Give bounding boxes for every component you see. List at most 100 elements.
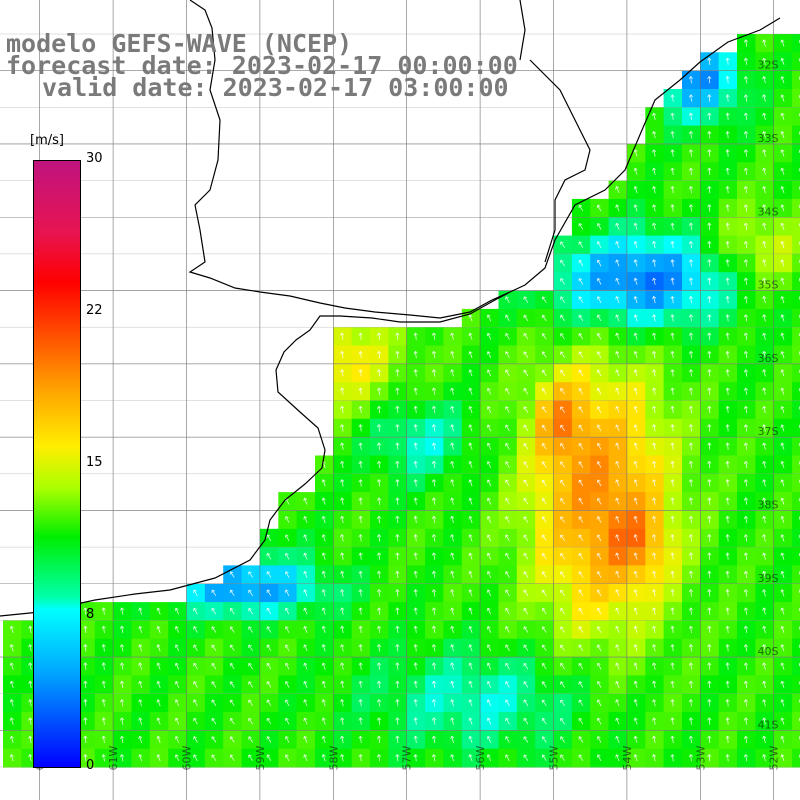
wind-arrow [266, 534, 272, 542]
wind-arrow [560, 351, 565, 358]
wind-arrow [505, 351, 510, 358]
wind-arrow [578, 424, 584, 432]
wind-arrow [101, 754, 106, 762]
wind-arrow [340, 699, 345, 707]
wind-arrow [762, 497, 767, 505]
wind-arrow [395, 589, 400, 597]
wind-cell [792, 290, 800, 310]
wind-arrow [688, 644, 693, 652]
wind-arrow [725, 644, 730, 652]
wind-arrow [780, 479, 785, 487]
wind-arrow [560, 461, 565, 468]
wind-arrow [340, 534, 345, 542]
wind-arrow [670, 222, 675, 230]
wind-arrow [560, 589, 565, 597]
wind-arrow [505, 662, 510, 670]
wind-arrow [321, 625, 326, 634]
wind-arrow [560, 498, 565, 505]
wind-arrow [578, 644, 584, 652]
wind-arrow [743, 112, 748, 120]
wind-arrow [468, 717, 473, 725]
colorbar-unit-label: [m/s] [30, 133, 64, 148]
wind-arrow [450, 479, 455, 487]
wind-arrow [670, 277, 675, 285]
wind-arrow [633, 351, 638, 359]
wind-arrow [670, 405, 675, 414]
wind-arrow [743, 76, 748, 84]
wind-arrow [193, 644, 198, 652]
wind-arrow [523, 424, 529, 432]
wind-arrow [486, 552, 492, 560]
wind-arrow [633, 241, 638, 249]
wind-arrow [780, 735, 785, 743]
wind-arrow [743, 699, 748, 707]
wind-arrow [762, 570, 767, 579]
wind-arrow [486, 479, 492, 487]
wind-arrow [615, 699, 620, 707]
title-valid-date: valid date: 2023-02-17 03:00:00 [42, 73, 509, 102]
wind-arrow [615, 277, 620, 285]
wind-arrow [762, 39, 767, 47]
wind-arrow [725, 625, 730, 634]
wind-arrow [413, 735, 418, 744]
wind-arrow [633, 296, 638, 304]
wind-arrow [138, 607, 143, 615]
wind-arrow [285, 607, 290, 615]
wind-arrow [266, 717, 272, 725]
wind-arrow [762, 94, 767, 102]
wind-arrow [9, 699, 14, 707]
wind-arrow [578, 259, 584, 267]
wind-arrow [578, 571, 584, 578]
wind-arrow [248, 571, 254, 578]
wind-arrow [395, 644, 400, 652]
wind-arrow [486, 387, 492, 395]
wind-arrow [780, 717, 785, 725]
wind-arrow [321, 662, 326, 670]
wind-arrow [780, 552, 785, 560]
wind-arrow [560, 553, 565, 560]
wind-arrow [707, 680, 712, 689]
wind-arrow [780, 534, 785, 542]
wind-arrow [615, 479, 620, 487]
wind-arrow [670, 424, 675, 432]
wind-arrow [780, 39, 785, 47]
wind-arrow [615, 534, 620, 542]
wind-arrow [743, 735, 748, 744]
wind-arrow [688, 241, 693, 249]
wind-arrow [688, 625, 693, 634]
wind-arrow [596, 552, 602, 560]
wind-arrow [560, 424, 565, 432]
wind-arrow [743, 424, 748, 432]
wind-arrow [431, 735, 437, 744]
wind-cell [792, 235, 800, 255]
wind-cell [792, 143, 800, 163]
wind-arrow [431, 442, 437, 450]
wind-arrow [707, 295, 712, 304]
wind-arrow [633, 534, 638, 542]
wind-arrow [707, 204, 712, 212]
wind-arrow [652, 369, 657, 377]
wind-arrow [340, 717, 345, 725]
wind-arrow [615, 644, 620, 652]
wind-arrow [156, 644, 161, 652]
wind-arrow [376, 717, 382, 725]
wind-arrow [450, 754, 455, 762]
wind-arrow [468, 497, 473, 505]
wind-arrow [578, 662, 584, 670]
wind-arrow [743, 460, 748, 469]
wind-cell [792, 510, 800, 530]
wind-arrow [303, 516, 308, 523]
wind-arrow [615, 369, 620, 377]
wind-arrow [523, 461, 529, 468]
wind-arrow [688, 387, 693, 395]
wind-speed-field [3, 34, 800, 768]
wind-arrow [431, 717, 437, 725]
wind-arrow [450, 625, 455, 634]
wind-arrow [376, 644, 382, 652]
wind-arrow [395, 625, 400, 634]
colorbar-tick-15: 15 [86, 455, 103, 470]
wind-cell [792, 712, 800, 731]
wind-arrow [285, 717, 290, 725]
wind-arrow [285, 699, 290, 707]
wind-arrow [596, 406, 602, 413]
